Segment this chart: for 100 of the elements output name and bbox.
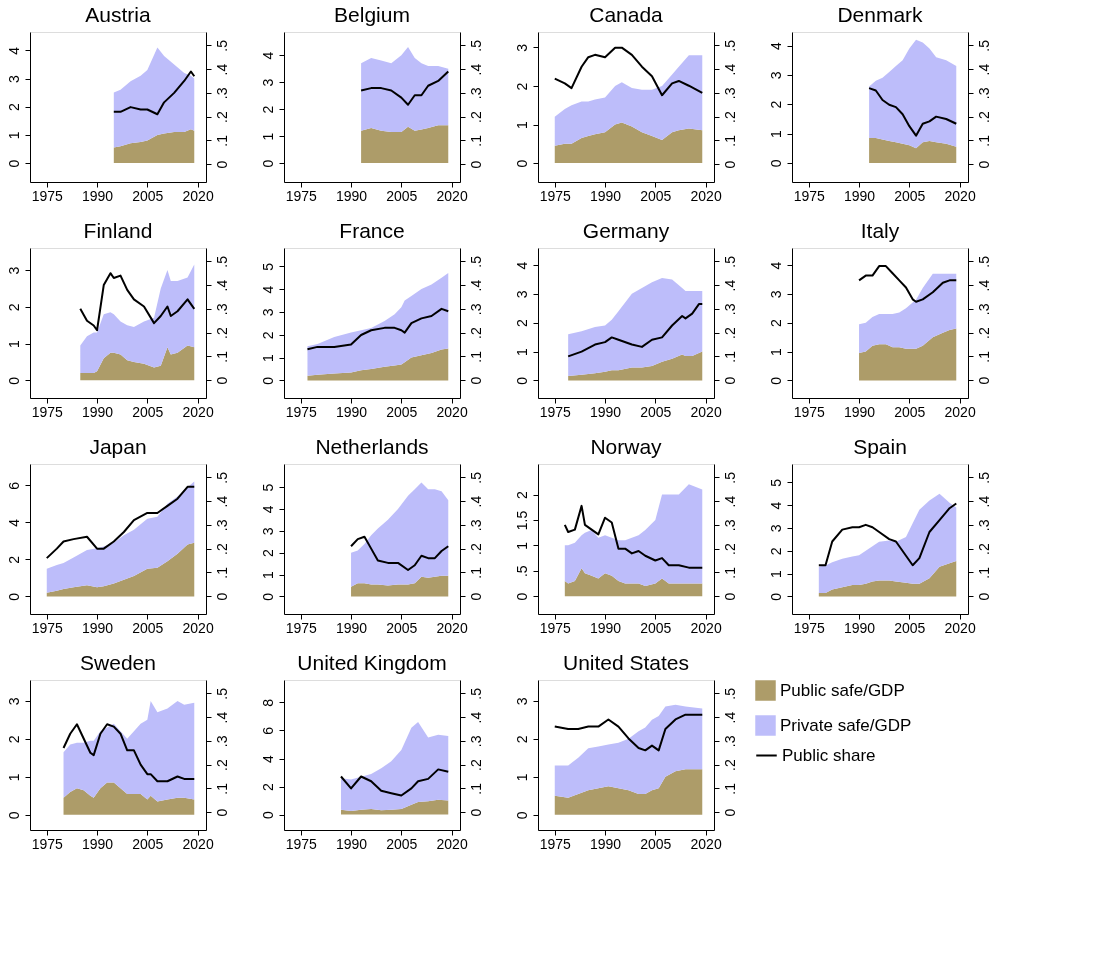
legend-label: Public safe/GDP: [780, 680, 905, 700]
y2-tick-label: .1: [975, 134, 992, 147]
y2-tick-label: .1: [213, 782, 230, 795]
y-tick-label: 2: [767, 319, 784, 328]
line-series: [79, 272, 196, 332]
line-series: [62, 723, 196, 783]
x-tick-label: 2005: [894, 187, 926, 204]
y2-tick-label: .1: [721, 566, 738, 579]
y2-tick-label: 0: [721, 160, 738, 169]
y-tick-label: 0: [767, 376, 784, 385]
x-tick-label: 1975: [793, 403, 826, 420]
y2-tick-label: .1: [721, 782, 738, 795]
x-tick-label: 1975: [285, 619, 318, 636]
x-tick-label: 2005: [640, 835, 672, 852]
y-tick-label: 1.5: [513, 510, 530, 531]
y2-tick-label: .5: [467, 39, 484, 52]
y2-tick-label: .5: [721, 687, 738, 700]
y2-tick-label: .2: [467, 111, 484, 123]
line-series: [112, 70, 196, 116]
y2-tick-label: .1: [213, 566, 230, 579]
x-tick-label: 2020: [182, 403, 214, 420]
y2-tick-label: .4: [467, 495, 484, 508]
chart-title: Canada: [589, 3, 664, 26]
y2-tick-label: 0: [721, 592, 738, 601]
y-tick-label: 2: [5, 303, 22, 312]
y-tick-label: 1: [259, 570, 276, 579]
y-tick-label: 4: [5, 46, 22, 55]
line-series: [553, 46, 704, 97]
x-tick-label: 2005: [386, 403, 418, 420]
y2-tick-label: .3: [975, 303, 992, 316]
y2-tick-label: .2: [467, 327, 484, 339]
y2-tick-label: .1: [213, 350, 230, 363]
y2-tick-label: .4: [975, 495, 992, 508]
y2-tick-label: 0: [467, 160, 484, 169]
y-tick-label: 2: [259, 331, 276, 340]
y-tick-label: 3: [259, 527, 276, 536]
y-tick-label: 0: [259, 159, 276, 168]
y2-tick-label: .1: [467, 350, 484, 363]
y-tick-label: 1: [513, 120, 530, 129]
y2-tick-label: .5: [975, 39, 992, 52]
y2-tick-label: .3: [467, 519, 484, 532]
line-series: [339, 768, 450, 797]
y2-tick-label: .2: [721, 759, 738, 771]
y-tick-label: 1: [513, 773, 530, 782]
x-tick-label: 1975: [539, 187, 572, 204]
y2-tick-label: .4: [721, 495, 738, 508]
y-tick-label: 3: [259, 78, 276, 87]
y-tick-label: 4: [259, 51, 276, 60]
y-tick-label: 5: [767, 478, 784, 487]
x-tick-label: 2020: [690, 835, 722, 852]
y-tick-label: 2: [513, 319, 530, 328]
x-tick-label: 2005: [386, 619, 418, 636]
y2-tick-label: .3: [213, 87, 230, 100]
y-tick-label: 0: [259, 592, 276, 601]
x-tick-label: 2020: [944, 403, 976, 420]
y-tick-label: 2: [767, 547, 784, 556]
y2-tick-label: .3: [467, 735, 484, 748]
x-tick-label: 1975: [31, 619, 64, 636]
x-tick-label: 2005: [386, 187, 418, 204]
y2-tick-label: 0: [467, 808, 484, 817]
y2-tick-label: .2: [467, 543, 484, 555]
y2-tick-label: .2: [213, 543, 230, 555]
y2-tick-label: 0: [721, 376, 738, 385]
x-tick-label: 2020: [436, 187, 468, 204]
y2-tick-label: .5: [467, 687, 484, 700]
x-tick-label: 1975: [285, 835, 318, 852]
y-tick-label: 0: [767, 592, 784, 601]
y-tick-label: 4: [513, 261, 530, 270]
line-series: [563, 504, 704, 569]
line-series: [306, 307, 450, 351]
y-tick-label: 3: [5, 266, 22, 275]
x-tick-label: 1975: [31, 403, 64, 420]
y2-tick-label: .5: [213, 39, 230, 52]
y-tick-label: 3: [259, 308, 276, 317]
y2-tick-label: .1: [721, 350, 738, 363]
y2-tick-label: 0: [213, 592, 230, 601]
y2-tick-label: .2: [213, 111, 230, 123]
line-series: [350, 535, 450, 572]
y-tick-label: 1: [5, 339, 22, 348]
y-tick-label: 5: [259, 262, 276, 271]
y-tick-label: 3: [767, 71, 784, 80]
y-tick-label: 4: [259, 285, 276, 294]
y2-tick-label: .3: [721, 519, 738, 532]
y-tick-label: 0: [259, 376, 276, 385]
y2-tick-label: .2: [975, 111, 992, 123]
y2-tick-label: 0: [975, 592, 992, 601]
line-series: [868, 87, 958, 137]
x-tick-label: 1975: [539, 619, 572, 636]
chart-title: United States: [562, 651, 690, 674]
y2-tick-label: .1: [721, 134, 738, 147]
y2-tick-label: .4: [975, 63, 992, 76]
chart-title: Norway: [590, 435, 663, 458]
x-tick-label: 1990: [589, 835, 622, 852]
x-tick-label: 1990: [589, 403, 622, 420]
y-tick-label: 0: [5, 811, 22, 820]
x-tick-label: 2020: [436, 619, 468, 636]
y-tick-label: 0: [513, 811, 530, 820]
x-tick-label: 1990: [335, 619, 368, 636]
y2-tick-label: .4: [467, 711, 484, 724]
x-tick-label: 2020: [182, 619, 214, 636]
